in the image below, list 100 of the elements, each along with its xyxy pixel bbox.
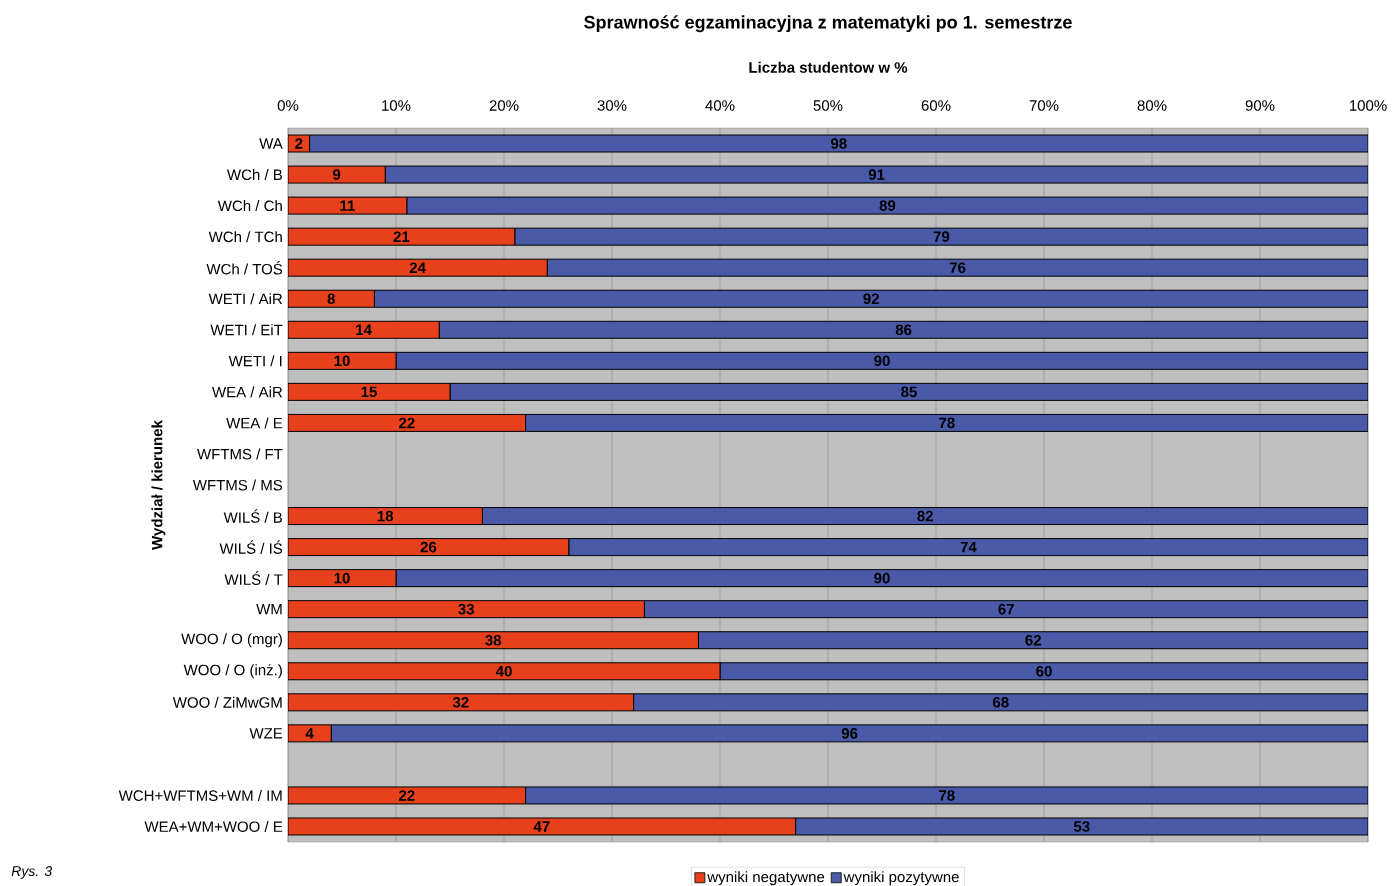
y-tick-label: WCh / TCh	[208, 231, 282, 243]
data-label: 26	[420, 541, 437, 553]
data-label: 14	[356, 324, 372, 335]
y-tick-label: WILŚ / T	[224, 571, 283, 585]
bar	[288, 662, 721, 681]
y-tick-label: WETI / EiT	[210, 324, 283, 336]
x-tick-label: 50%	[813, 100, 843, 111]
bar	[633, 693, 1369, 712]
y-tick-label: WFTMS / FT	[197, 448, 283, 460]
data-label: 60	[1036, 665, 1052, 677]
y-tick-label: WEA+WM+WOO / E	[144, 820, 283, 832]
y-tick-label: WCh / B	[227, 169, 283, 181]
bar	[525, 413, 1369, 432]
y-tick-label: WILŚ / IŚ	[219, 540, 283, 554]
bar	[481, 507, 1369, 526]
bar	[288, 631, 699, 650]
chart-title: Sprawność egzaminacyjna z matematyki po 1. semestrze	[584, 15, 1072, 33]
data-label: 76	[949, 262, 966, 273]
x-tick-label: 100%	[1349, 100, 1387, 111]
x-tick-label: 60%	[921, 100, 951, 111]
bar	[288, 600, 645, 619]
data-label: 10	[334, 572, 350, 584]
legend-label: wyniki pozytywne	[843, 871, 959, 886]
data-label: 85	[901, 386, 917, 398]
data-label: 33	[458, 603, 474, 615]
bar	[288, 227, 516, 246]
data-label: 24	[409, 262, 426, 273]
data-label: 79	[933, 231, 950, 242]
data-label: 15	[361, 386, 377, 398]
bar	[514, 227, 1369, 246]
text: Rys. 3	[11, 866, 53, 879]
bar	[643, 600, 1369, 619]
data-label: 89	[879, 200, 896, 211]
y-tick-label: WCH+WFTMS+WM / IM	[118, 789, 282, 801]
bar	[395, 351, 1369, 370]
legend-label: wyniki negatywne	[707, 871, 825, 886]
y-tick-label: WOO / ZiMwGM	[172, 696, 282, 708]
x-tick-label: 70%	[1029, 100, 1059, 111]
data-label: 82	[917, 510, 933, 522]
bar	[288, 693, 635, 712]
y-tick-label: WILŚ / B	[223, 509, 283, 523]
data-label: 74	[960, 541, 977, 553]
data-label: 22	[398, 417, 415, 429]
data-label: 98	[830, 138, 847, 149]
data-label: 47	[533, 821, 550, 832]
data-label: 53	[1073, 821, 1090, 832]
bar	[288, 258, 548, 277]
data-label: 67	[998, 603, 1014, 615]
bar	[568, 538, 1369, 557]
bar	[288, 382, 451, 401]
y-tick-label: WEA / E	[226, 417, 283, 429]
y-tick-label: WCh / TOŚ	[206, 260, 283, 275]
bar	[395, 569, 1369, 588]
data-label: 18	[377, 510, 394, 522]
data-label: 9	[332, 169, 341, 180]
bar	[438, 320, 1369, 339]
data-label: 78	[939, 417, 955, 429]
y-axis-title: Wydział / kierunek	[151, 420, 166, 550]
x-tick-label: 10%	[382, 100, 411, 111]
y-tick-label: WM	[256, 604, 282, 615]
data-label: 40	[495, 665, 512, 677]
x-tick-label: 30%	[597, 100, 627, 111]
data-label: 38	[485, 634, 502, 646]
data-label: 86	[895, 324, 912, 336]
data-label: 78	[939, 790, 955, 801]
data-label: 90	[874, 572, 890, 584]
data-label: 92	[863, 293, 879, 305]
data-label: 10	[334, 355, 350, 367]
data-label: 11	[340, 200, 355, 211]
data-label: 21	[393, 231, 410, 242]
data-label: 96	[841, 728, 858, 739]
data-label: 32	[452, 696, 469, 708]
x-axis-title: Liczba studentow w %	[749, 61, 908, 73]
bar	[697, 631, 1369, 650]
x-tick-label: 40%	[705, 100, 735, 111]
bar	[288, 507, 483, 526]
y-tick-label: WETI / I	[228, 355, 282, 367]
bar	[449, 382, 1369, 401]
y-tick-label: WETI / AiR	[208, 293, 283, 305]
y-tick-label: WFTMS / MS	[192, 479, 283, 491]
bar	[288, 289, 375, 308]
data-label: 91	[868, 169, 885, 180]
data-label: 62	[1025, 634, 1041, 646]
data-label: 8	[327, 293, 335, 305]
y-tick-label: WOO / O (mgr)	[181, 633, 282, 648]
x-tick-label: 90%	[1245, 100, 1275, 111]
bar	[719, 662, 1369, 681]
x-tick-label: 20%	[489, 100, 519, 111]
x-tick-label: 0%	[277, 100, 299, 111]
bar	[288, 413, 527, 432]
data-label: 90	[874, 355, 890, 367]
y-tick-label: WEA / AiR	[212, 386, 283, 398]
data-label: 4	[305, 728, 314, 739]
y-tick-label: WA	[259, 138, 283, 149]
y-tick-label: WZE	[249, 728, 283, 739]
bar	[288, 538, 570, 557]
bar	[546, 258, 1369, 277]
bar	[288, 320, 440, 339]
x-tick-label: 80%	[1137, 100, 1167, 111]
data-label: 22	[398, 790, 415, 801]
